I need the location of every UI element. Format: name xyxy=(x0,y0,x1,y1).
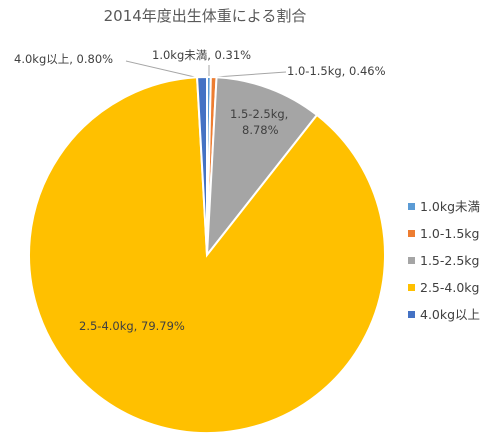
legend-label-3: 1.5-2.5kg xyxy=(420,253,479,268)
legend-label-2: 1.0-1.5kg xyxy=(420,226,479,241)
legend-swatch-1 xyxy=(408,203,415,210)
leader-line-5 xyxy=(125,60,200,79)
pie-slices xyxy=(28,75,386,435)
data-label-5: 4.0kg以上, 0.80% xyxy=(14,52,113,66)
legend-label-1: 1.0kg未満 xyxy=(420,199,480,214)
pie-slice-3 xyxy=(205,76,319,259)
legend-swatch-2 xyxy=(408,230,415,237)
data-label-1: 1.0kg未満, 0.31% xyxy=(152,48,251,62)
legend-swatch-3 xyxy=(408,257,415,264)
data-labels: 1.0kg未満, 0.31% 1.0-1.5kg, 0.46% 1.5-2.5kg,… xyxy=(14,48,386,333)
leader-lines xyxy=(125,60,287,79)
legend-swatch-5 xyxy=(408,311,415,318)
data-label-2: 1.0-1.5kg, 0.46% xyxy=(287,64,386,78)
legend-label-4: 2.5-4.0kg xyxy=(420,280,479,295)
legend-swatch-4 xyxy=(408,284,415,291)
pie-slice-5 xyxy=(196,75,208,256)
legend: 1.0kg未満 1.0-1.5kg 1.5-2.5kg 2.5-4.0kg 4.0kg以… xyxy=(408,199,480,322)
data-label-3: 1.5-2.5kg, 8.78% xyxy=(230,107,288,137)
chart-title: 2014年度出生体重による割合 xyxy=(104,7,307,25)
data-label-4: 2.5-4.0kg, 79.79% xyxy=(79,319,185,333)
legend-label-5: 4.0kg以上 xyxy=(420,307,480,322)
leader-line-2 xyxy=(215,71,287,78)
pie-slice-4 xyxy=(28,76,386,435)
